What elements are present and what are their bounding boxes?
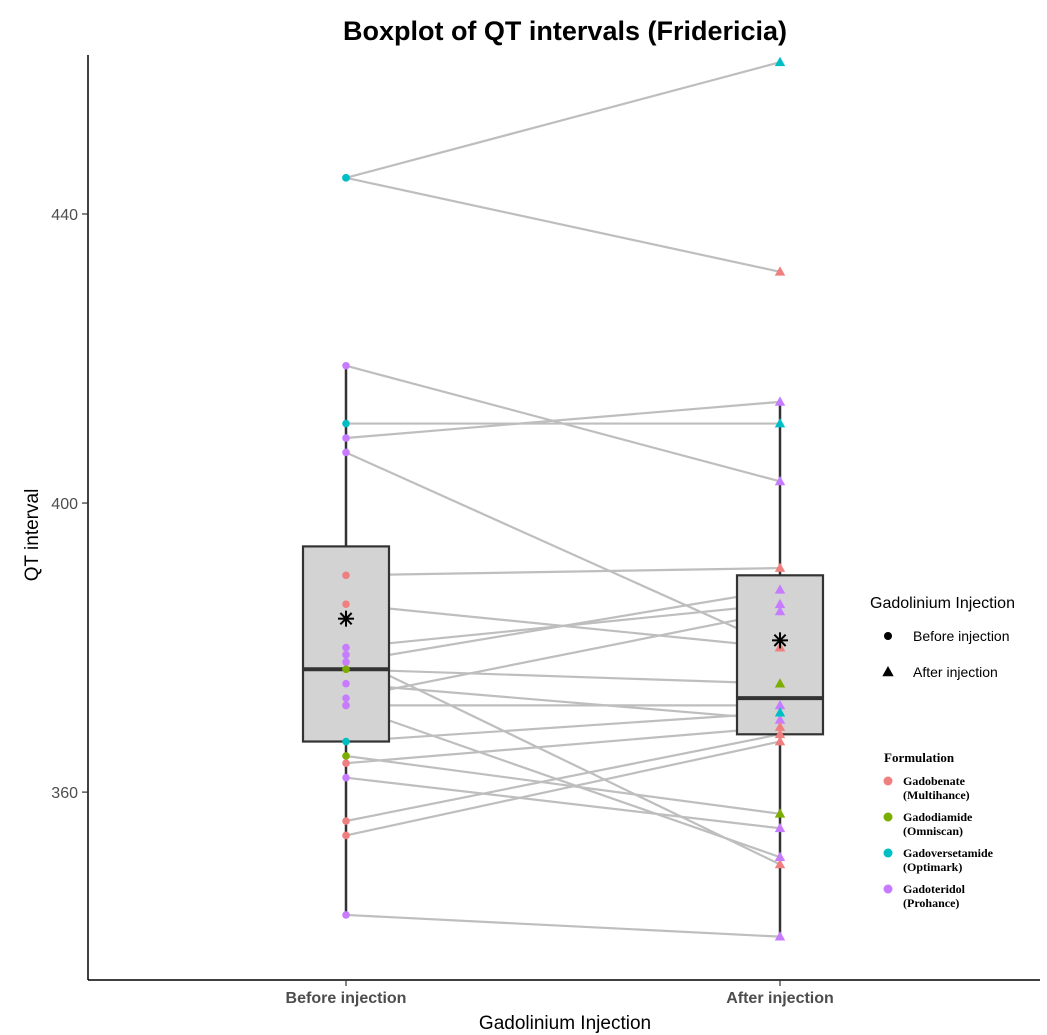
- legend-injection-title: Gadolinium Injection: [870, 595, 1015, 612]
- legend-formulation-sublabel: (Optimark): [903, 860, 962, 874]
- point-after: [774, 931, 786, 941]
- point-before: [342, 817, 350, 825]
- legend-formulation-swatch: [883, 812, 893, 822]
- point-after: [774, 707, 786, 717]
- points: [342, 56, 786, 941]
- point-before: [342, 737, 350, 746]
- point-before: [342, 419, 350, 428]
- point-after: [774, 822, 786, 833]
- legend-injection: Gadolinium Injection Before injection Afte…: [870, 595, 1015, 680]
- y-tick-label: 360: [51, 785, 78, 802]
- point-after: [774, 678, 786, 688]
- legend-injection-label: Before injection: [913, 628, 1010, 644]
- point-after: [774, 418, 786, 428]
- point-before: [342, 665, 350, 674]
- legend-formulation-swatch: [883, 884, 893, 894]
- point-after: [774, 56, 786, 67]
- legend-triangle-key: [882, 666, 894, 677]
- point-after: [774, 858, 786, 869]
- point-after: [774, 562, 786, 572]
- point-before: [342, 651, 350, 659]
- mean-marker: [338, 610, 354, 627]
- pair-line: [345, 610, 781, 700]
- point-before: [342, 174, 350, 182]
- point-before: [342, 831, 350, 840]
- pair-line: [345, 61, 781, 179]
- legend-formulation-label: Gadoversetamide: [903, 846, 994, 860]
- point-after: [774, 736, 786, 746]
- pair-line: [345, 711, 781, 743]
- point-before: [342, 448, 350, 457]
- point-after: [774, 721, 786, 731]
- boxes: [301, 365, 825, 937]
- mean-marker: [772, 632, 788, 649]
- pair-line: [345, 588, 781, 664]
- point-before: [342, 694, 350, 702]
- point-before: [342, 434, 350, 442]
- pair-line: [345, 566, 781, 577]
- pair-line: [345, 725, 781, 765]
- legend-formulation-sublabel: (Multihance): [903, 788, 970, 802]
- pair-line: [345, 668, 781, 685]
- point-after: [774, 584, 786, 594]
- x-tick-label: Before injection: [286, 990, 407, 1007]
- x-axis-title: Gadolinium Injection: [479, 1013, 651, 1034]
- y-tick-label: 440: [51, 207, 78, 224]
- point-after: [774, 728, 786, 739]
- point-after: [774, 396, 786, 406]
- pair-line: [345, 733, 781, 823]
- point-before: [342, 911, 350, 919]
- point-after: [774, 605, 786, 616]
- legend-formulation-label: Gadobenate: [903, 774, 966, 788]
- pair-line: [345, 451, 781, 649]
- point-before: [342, 658, 350, 666]
- legend-injection-label: After injection: [913, 664, 998, 680]
- point-after: [774, 699, 786, 710]
- pair-lines: [345, 61, 781, 938]
- point-before: [342, 773, 350, 782]
- legend-formulation-sublabel: (Omniscan): [903, 824, 963, 838]
- legend-formulation-swatch: [883, 848, 893, 858]
- y-axis-title: QT interval: [22, 489, 43, 582]
- point-before: [342, 752, 350, 760]
- legend-formulation-label: Gadodiamide: [903, 810, 973, 824]
- point-before: [342, 679, 350, 688]
- pair-line: [345, 740, 781, 837]
- pair-line: [345, 682, 781, 721]
- legend-formulation: Formulation Gadobenate(Multihance) Gadodia…: [883, 750, 994, 910]
- point-before: [342, 571, 350, 580]
- chart-title: Boxplot of QT intervals (Fridericia): [343, 16, 787, 46]
- y-tick-label: 400: [51, 496, 78, 513]
- point-after: [774, 266, 786, 276]
- legend-formulation-swatch: [883, 776, 893, 786]
- point-after: [774, 598, 786, 609]
- x-tick-label: After injection: [726, 990, 834, 1007]
- legend-formulation-sublabel: (Prohance): [903, 896, 959, 910]
- pair-line: [345, 176, 781, 273]
- point-before: [342, 643, 350, 652]
- axes: [87, 55, 1040, 981]
- mean-markers: [338, 610, 788, 649]
- point-before: [342, 759, 350, 768]
- pair-line: [345, 913, 781, 938]
- legend-circle-key: [884, 632, 892, 640]
- pair-line: [345, 400, 781, 440]
- legend-formulation-title: Formulation: [884, 750, 955, 765]
- pair-line: [345, 776, 781, 830]
- point-before: [342, 600, 350, 609]
- point-after: [774, 714, 786, 724]
- pair-line: [345, 754, 781, 815]
- point-after: [774, 475, 786, 486]
- pair-line: [345, 704, 781, 859]
- point-after: [774, 851, 786, 861]
- y-ticks: 360 400 440: [51, 207, 88, 802]
- point-before: [342, 701, 350, 710]
- point-before: [342, 361, 350, 370]
- point-after: [774, 808, 786, 818]
- legend-formulation-label: Gadoteridol: [903, 882, 966, 896]
- x-ticks: Before injection After injection: [286, 980, 834, 1007]
